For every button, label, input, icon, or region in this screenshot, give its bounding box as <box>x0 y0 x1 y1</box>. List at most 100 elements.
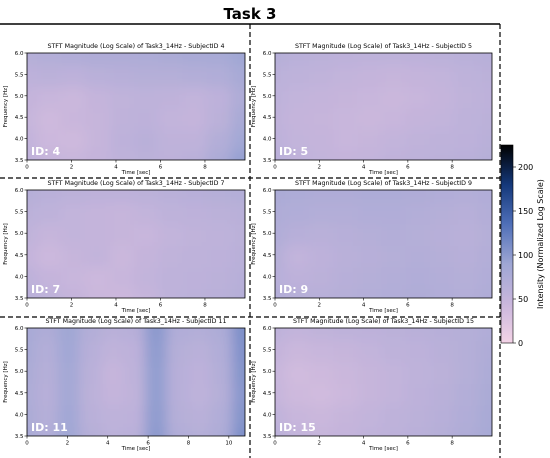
heatmap-cell <box>61 83 90 109</box>
heatmap-cell <box>309 263 338 290</box>
heatmap-panel: STFT Magnitude (Log Scale) of Task3_14Hz… <box>3 43 246 176</box>
x-axis-label: Time [sec] <box>368 170 398 176</box>
heatmap-cell <box>210 336 237 363</box>
heatmap-cell <box>230 263 245 290</box>
heatmap-cell <box>453 83 482 109</box>
heatmap-cell <box>35 336 62 363</box>
heatmap-cell <box>429 401 458 428</box>
heatmap-cell <box>37 198 66 225</box>
heatmap-cell <box>206 61 235 88</box>
colorbar-tick-label: 100 <box>518 251 533 260</box>
heatmap-cell <box>206 53 235 66</box>
panel-dividers <box>0 24 501 458</box>
heatmap-cell <box>101 328 128 341</box>
heatmap-panel: STFT Magnitude (Log Scale) of Task3_14Hz… <box>3 318 246 452</box>
heatmap-cell <box>37 104 66 130</box>
y-axis-label: Frequency [Hz] <box>3 223 9 264</box>
y-axis-label: Frequency [Hz] <box>251 361 257 402</box>
heatmap-cell <box>232 358 245 384</box>
heatmap-panel: STFT Magnitude (Log Scale) of Task3_14Hz… <box>251 180 493 314</box>
heatmap-cell <box>109 83 138 109</box>
heatmap-cell <box>477 53 492 66</box>
subject-id-label: ID: 9 <box>279 283 308 296</box>
heatmap-cell <box>158 198 187 225</box>
heatmap-cell <box>109 125 138 152</box>
heatmap-cell <box>405 380 434 406</box>
y-tick-label: 4.5 <box>263 253 272 259</box>
heatmap-cell <box>453 220 482 246</box>
heatmap-cell <box>182 242 211 268</box>
y-tick-label: 3.5 <box>263 434 272 440</box>
x-tick-label: 0 <box>25 441 29 447</box>
x-tick-label: 0 <box>273 165 277 171</box>
heatmap-cell <box>405 53 434 66</box>
y-tick-label: 6.0 <box>15 51 24 57</box>
heatmap-cell <box>357 190 386 203</box>
heatmap-cell <box>123 336 149 363</box>
heatmap-cell <box>57 336 84 363</box>
heatmap-cell <box>477 263 492 290</box>
heatmap-cell <box>158 83 187 109</box>
heatmap-cell <box>309 198 338 225</box>
heatmap-cell <box>357 83 386 109</box>
heatmap-cell <box>232 401 245 428</box>
heatmap-cell <box>37 125 66 152</box>
heatmap-cell <box>285 53 314 66</box>
heatmap-cell <box>158 53 187 66</box>
heatmap-cell <box>333 358 362 384</box>
heatmap-cell <box>309 104 338 130</box>
heatmap-cell <box>381 358 410 384</box>
heatmap-cell <box>166 380 193 406</box>
heatmap-cell <box>381 190 410 203</box>
heatmap-cell <box>158 263 187 290</box>
y-tick-label: 5.5 <box>263 72 272 78</box>
x-tick-label: 6 <box>159 165 163 171</box>
heatmap-cell <box>79 401 106 428</box>
heatmap-cell <box>285 61 314 88</box>
heatmap-cell <box>333 401 362 428</box>
heatmap-cell <box>309 358 338 384</box>
heatmap-cell <box>381 125 410 152</box>
heatmap-cell <box>35 328 62 341</box>
heatmap-cell <box>453 380 482 406</box>
heatmap-cell <box>381 328 410 341</box>
y-tick-label: 5.5 <box>15 348 24 354</box>
y-tick-label: 4.5 <box>15 391 24 397</box>
heatmap-cell <box>61 61 90 88</box>
heatmap-cell <box>182 83 211 109</box>
x-tick-label: 6 <box>406 165 410 171</box>
heatmap-cell <box>61 220 90 246</box>
heatmap-cell <box>109 263 138 290</box>
heatmap-panel: STFT Magnitude (Log Scale) of Task3_14Hz… <box>251 318 493 452</box>
heatmap-cell <box>381 336 410 363</box>
heatmap-cell <box>123 380 149 406</box>
heatmap-cell <box>381 61 410 88</box>
heatmap-cell <box>158 104 187 130</box>
heatmap-cell <box>61 242 90 268</box>
heatmap-cell <box>477 358 492 384</box>
heatmap-cell <box>453 263 482 290</box>
heatmap-cell <box>232 380 245 406</box>
heatmap-cell <box>405 328 434 341</box>
heatmap-cell <box>285 242 314 268</box>
x-tick-label: 4 <box>362 303 366 309</box>
x-tick-label: 2 <box>70 303 74 309</box>
heatmap-cell <box>230 83 245 109</box>
heatmap-cell <box>405 125 434 152</box>
heatmap-cell <box>405 242 434 268</box>
heatmap-cell <box>85 220 114 246</box>
heatmap-cell <box>357 220 386 246</box>
x-tick-label: 6 <box>406 303 410 309</box>
heatmap-cell <box>182 53 211 66</box>
heatmap-cell <box>477 83 492 109</box>
x-tick-label: 4 <box>114 303 118 309</box>
heatmap-cell <box>453 401 482 428</box>
heatmap-cell <box>309 336 338 363</box>
x-tick-label: 8 <box>450 303 454 309</box>
heatmap-cell <box>57 380 84 406</box>
heatmap-cell <box>285 104 314 130</box>
heatmap-cell <box>182 104 211 130</box>
heatmap-cell <box>429 83 458 109</box>
